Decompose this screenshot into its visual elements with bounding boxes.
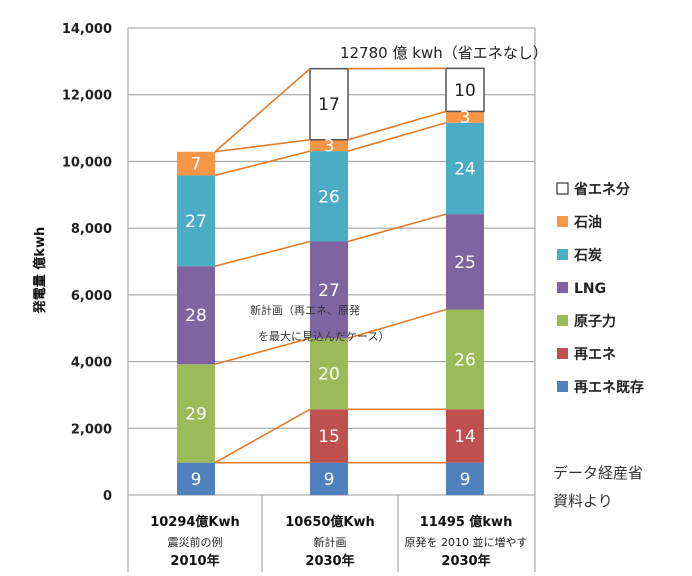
category-total-label: 11495 億kwh: [420, 514, 513, 530]
legend-label: 再エネ既存: [574, 379, 644, 396]
y-tick-label: 2,000: [71, 422, 112, 437]
y-tick-label: 14,000: [62, 22, 112, 37]
bar-segment: [446, 122, 484, 215]
y-axis-label: 発電量 億kwh: [32, 227, 48, 314]
category-subtitle-label: 新計画: [314, 535, 347, 549]
annotation-line-2: を最大に見込んだケース）: [258, 329, 389, 343]
bar-segment: [177, 151, 215, 176]
segment-value-label: 27: [318, 281, 340, 301]
connector-line: [214, 240, 311, 267]
bar-segment: [446, 309, 484, 410]
category-year-label: 2030年: [305, 553, 354, 569]
source-note-2: 資料より: [553, 492, 613, 510]
bar-segment: [310, 409, 348, 463]
segment-value-label: 9: [460, 470, 471, 490]
category-subtitle-label: 震災前の例: [168, 535, 223, 549]
segment-value-label: 10: [454, 81, 476, 101]
legend-swatch: [556, 182, 569, 195]
category-year-label: 2030年: [441, 553, 490, 569]
connector-line: [214, 408, 311, 464]
bar-segment: [446, 462, 484, 495]
y-tick-label: 4,000: [71, 356, 112, 371]
connector-line: [214, 337, 311, 366]
connector-line: [214, 68, 311, 153]
bar-segment: [310, 462, 348, 495]
legend-swatch: [557, 249, 568, 260]
category-total-label: 10650億Kwh: [285, 514, 375, 530]
legend-label: 石炭: [573, 247, 602, 264]
connector-line: [347, 121, 447, 152]
legend-label: 省エネ分: [573, 181, 630, 198]
category-year-label: 2010年: [170, 553, 219, 569]
segment-value-label: 9: [191, 470, 202, 490]
legend-swatch: [557, 282, 568, 293]
segment-value-label: 24: [454, 159, 476, 179]
segment-value-label: 26: [454, 350, 476, 370]
connector-lines: [214, 67, 447, 464]
bar-segment: [310, 338, 348, 410]
connector-line: [347, 308, 447, 339]
y-tick-label: 0: [103, 489, 112, 504]
segment-value-label: 20: [318, 365, 340, 385]
bar-segment: [177, 266, 215, 365]
top-label: 12780 億 kwh（省エネなし）: [340, 44, 548, 62]
legend-label: LNG: [574, 281, 606, 297]
segment-value-label: 7: [191, 155, 202, 175]
segment-value-label: 28: [185, 306, 207, 326]
segment-value-label: 26: [318, 187, 340, 207]
category-labels: 10294億Kwh 震災前の例 2010年 10650億Kwh 新計画 2030年 1149…: [150, 514, 527, 569]
segment-value-label: 29: [185, 404, 207, 424]
bar-segment: [177, 462, 215, 495]
segment-value-label: 3: [460, 108, 471, 128]
category-subtitle-label: 原発を 2010 並に増やす: [405, 535, 528, 549]
legend-label: 原子力: [574, 313, 616, 330]
bar-segment: [446, 409, 484, 463]
y-tick-label: 12,000: [62, 89, 112, 104]
legend-swatch: [557, 381, 568, 392]
segment-value-label: 3: [324, 136, 335, 156]
connector-line: [214, 150, 311, 177]
legend-label: 石油: [573, 214, 602, 231]
y-tick-label: 10,000: [62, 155, 112, 170]
bar-segment: [310, 241, 348, 339]
segment-value-label: 27: [185, 212, 207, 232]
bar-segment: [445, 67, 485, 113]
bar-segment: [177, 364, 215, 463]
y-tick-label: 6,000: [71, 289, 112, 304]
source-note-1: データ経産省: [553, 464, 643, 482]
segment-value-label: 17: [318, 95, 340, 115]
y-tick-label: 8,000: [71, 222, 112, 237]
legend-swatch: [557, 315, 568, 326]
category-total-label: 10294億Kwh: [150, 514, 240, 530]
segment-labels: 9 29 28 27 7 9 15 20 27 26 3 17 9 14 26 25 24 3 10: [185, 81, 476, 490]
connector-line: [347, 213, 447, 243]
bars: [177, 67, 485, 495]
bar-segment: [310, 151, 348, 242]
segment-value-label: 14: [454, 427, 476, 447]
legend-swatch: [557, 216, 568, 227]
legend-swatch: [557, 348, 568, 359]
bar-segment: [446, 111, 484, 123]
bar-segment: [177, 175, 215, 267]
annotation-line-1: 新計画（再エネ、原発: [250, 303, 360, 317]
segment-value-label: 15: [318, 427, 340, 447]
bar-segment: [310, 139, 348, 152]
connector-line: [347, 110, 447, 141]
bar-segment: [446, 214, 484, 310]
bar-segment: [309, 67, 349, 141]
segment-value-label: 25: [454, 253, 476, 273]
connector-line: [214, 138, 311, 153]
y-axis-ticks: 0 2,000 4,000 6,000 8,000 10,000 12,000 14,000: [62, 22, 112, 504]
segment-value-label: 9: [324, 470, 335, 490]
legend-label: 再エネ: [574, 347, 616, 363]
